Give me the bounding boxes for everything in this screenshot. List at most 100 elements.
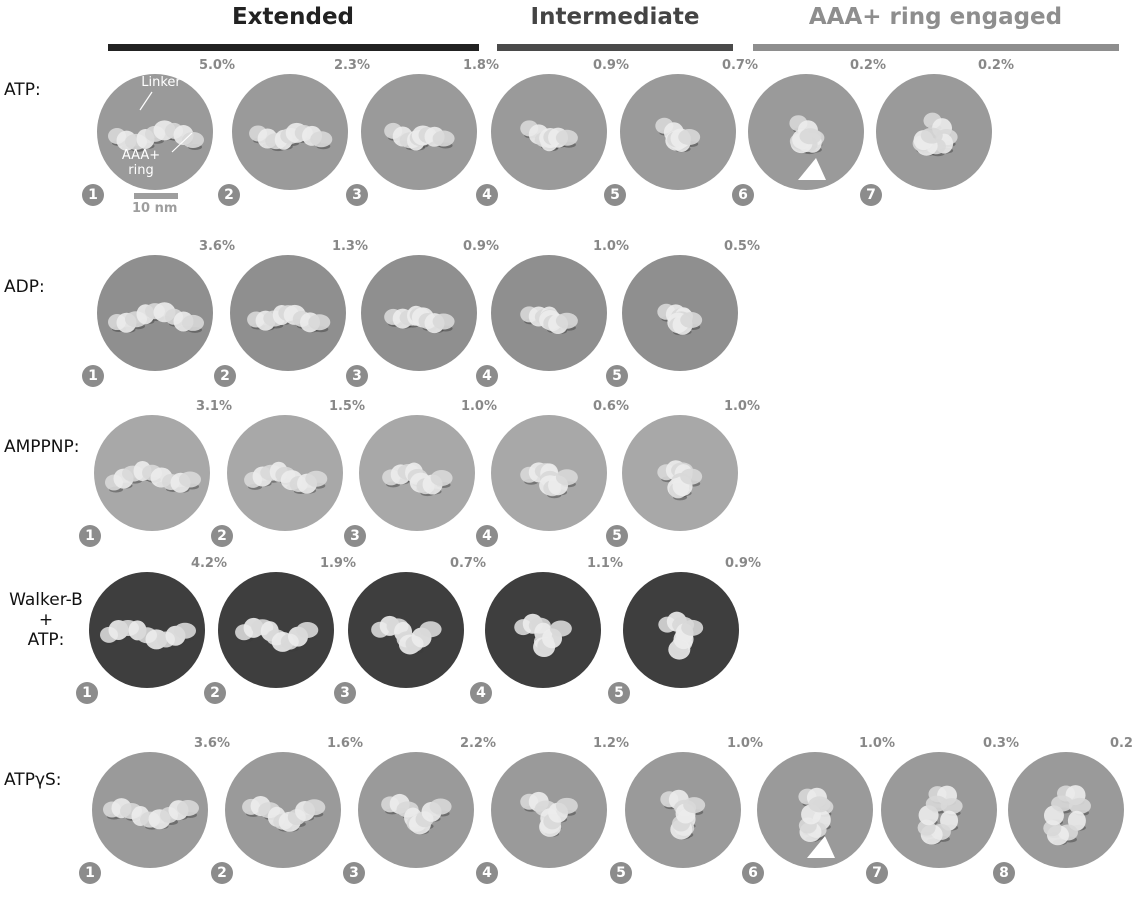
percentage-label: 1.1% bbox=[586, 556, 623, 571]
class-average-image bbox=[491, 415, 607, 531]
molecule-density bbox=[1043, 785, 1091, 846]
molecule-density bbox=[382, 462, 453, 497]
class-average-image bbox=[227, 415, 343, 531]
percentage-label: 0.7% bbox=[721, 58, 758, 73]
aaa-ring-label: AAA+ ring bbox=[121, 148, 161, 178]
class-average-image bbox=[485, 572, 601, 688]
molecule-density bbox=[520, 462, 578, 499]
class-number-badge: 5 bbox=[604, 184, 626, 206]
class-number-badge: 3 bbox=[346, 365, 368, 387]
class-average-image bbox=[1008, 752, 1124, 868]
molecule-density bbox=[917, 785, 963, 845]
molecule-density bbox=[100, 619, 196, 650]
row-label-adp: ADP: bbox=[4, 277, 45, 297]
arrowhead-icon bbox=[798, 158, 826, 180]
percentage-label: 0.9% bbox=[724, 556, 761, 571]
class-number-badge: 8 bbox=[993, 862, 1015, 884]
class-number-badge: 5 bbox=[610, 862, 632, 884]
class-number-badge: 3 bbox=[346, 184, 368, 206]
percentage-label: 0.2% bbox=[849, 58, 886, 73]
class-average-image bbox=[622, 255, 738, 371]
percentage-label: 0.5% bbox=[723, 239, 760, 254]
molecule-density bbox=[798, 787, 835, 858]
class-number-badge: 4 bbox=[476, 525, 498, 547]
percentage-label: 1.3% bbox=[331, 239, 368, 254]
row-label-atpgs: ATPγS: bbox=[4, 770, 62, 790]
percentage-label: 0.2% bbox=[1109, 736, 1132, 751]
class-average-image bbox=[230, 255, 346, 371]
percentage-label: 0.9% bbox=[592, 58, 629, 73]
class-number-badge: 1 bbox=[76, 682, 98, 704]
molecule-density bbox=[520, 120, 578, 152]
annotation-lines bbox=[139, 91, 193, 153]
class-average-image bbox=[620, 74, 736, 190]
arrowhead-icon bbox=[807, 836, 835, 858]
class-number-badge: 6 bbox=[742, 862, 764, 884]
percentage-label: 3.1% bbox=[195, 399, 232, 414]
class-number-badge: 1 bbox=[82, 365, 104, 387]
class-number-badge: 1 bbox=[79, 862, 101, 884]
class-average-image bbox=[757, 752, 873, 868]
molecule-density bbox=[108, 120, 204, 152]
class-average-image bbox=[232, 74, 348, 190]
percentage-label: 2.2% bbox=[459, 736, 496, 751]
molecule-density bbox=[514, 613, 572, 658]
percentage-label: 1.0% bbox=[723, 399, 760, 414]
percentage-label: 3.6% bbox=[198, 239, 235, 254]
class-average-image bbox=[361, 74, 477, 190]
molecule-density bbox=[520, 791, 578, 837]
molecule-density bbox=[657, 303, 703, 336]
molecule-density bbox=[247, 304, 331, 333]
scale-bar bbox=[134, 193, 178, 199]
molecule-density bbox=[381, 793, 452, 835]
class-average-image bbox=[218, 572, 334, 688]
class-average-image bbox=[89, 572, 205, 688]
class-average-image bbox=[359, 415, 475, 531]
class-number-badge: 4 bbox=[476, 862, 498, 884]
percentage-label: 3.6% bbox=[193, 736, 230, 751]
percentage-label: 5.0% bbox=[198, 58, 235, 73]
percentage-label: 1.8% bbox=[462, 58, 499, 73]
class-average-image bbox=[361, 255, 477, 371]
percentage-label: 0.3% bbox=[982, 736, 1019, 751]
class-number-badge: 1 bbox=[79, 525, 101, 547]
class-average-image bbox=[748, 74, 864, 190]
class-average-image bbox=[622, 415, 738, 531]
percentage-label: 1.2% bbox=[592, 736, 629, 751]
class-average-image bbox=[358, 752, 474, 868]
class-average-image bbox=[225, 752, 341, 868]
header-intermediate: Intermediate bbox=[530, 4, 700, 30]
molecule-density bbox=[105, 461, 201, 493]
percentage-label: 1.0% bbox=[858, 736, 895, 751]
class-average-image bbox=[348, 572, 464, 688]
class-number-badge: 2 bbox=[211, 525, 233, 547]
class-average-image bbox=[97, 255, 213, 371]
molecule-density bbox=[371, 615, 442, 655]
percentage-label: 0.9% bbox=[462, 239, 499, 254]
class-average-image bbox=[491, 255, 607, 371]
percentage-label: 1.6% bbox=[326, 736, 363, 751]
linker-label: Linker bbox=[141, 75, 181, 90]
class-average-image bbox=[491, 752, 607, 868]
class-average-image bbox=[623, 572, 739, 688]
class-number-badge: 2 bbox=[204, 682, 226, 704]
class-number-badge: 2 bbox=[214, 365, 236, 387]
class-number-badge: 6 bbox=[732, 184, 754, 206]
molecule-density bbox=[657, 460, 703, 501]
percentage-label: 1.0% bbox=[726, 736, 763, 751]
percentage-label: 0.7% bbox=[449, 556, 486, 571]
header-ring-engaged: AAA+ ring engaged bbox=[808, 4, 1063, 30]
molecule-density bbox=[520, 306, 578, 335]
intermediate-bar bbox=[497, 44, 733, 51]
percentage-label: 0.6% bbox=[592, 399, 629, 414]
ring-engaged-bar bbox=[753, 44, 1119, 51]
class-number-badge: 4 bbox=[470, 682, 492, 704]
class-number-badge: 2 bbox=[218, 184, 240, 206]
percentage-label: 0.2% bbox=[977, 58, 1014, 73]
molecule-density bbox=[789, 115, 826, 180]
walker-b-text: Walker-B + ATP: bbox=[9, 590, 83, 650]
molecule-density bbox=[384, 305, 455, 334]
row-label-walker-b: Walker-B + ATP: bbox=[4, 590, 88, 650]
class-number-badge: 2 bbox=[211, 862, 233, 884]
percentage-label: 1.9% bbox=[319, 556, 356, 571]
